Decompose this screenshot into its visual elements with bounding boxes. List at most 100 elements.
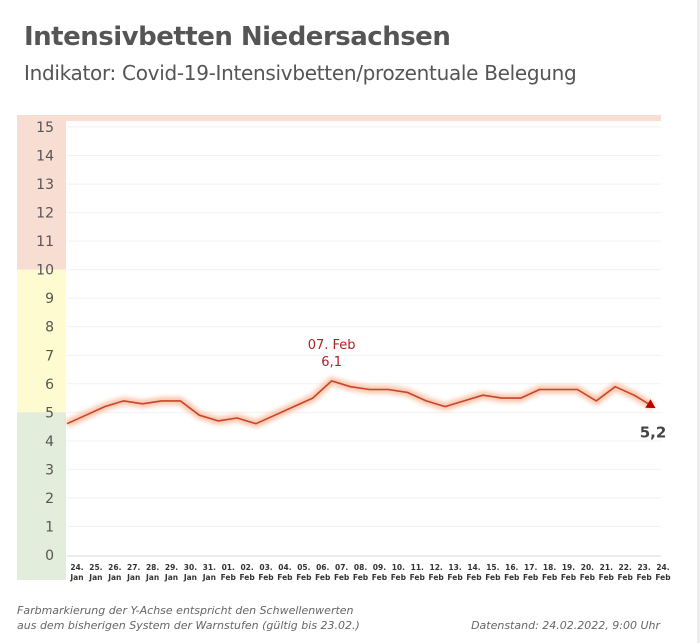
x-tick-label-month: Feb xyxy=(353,573,369,582)
data-point xyxy=(66,422,69,425)
data-point xyxy=(349,385,352,388)
x-tick-label-month: Feb xyxy=(258,573,274,582)
data-point xyxy=(330,379,333,382)
data-point xyxy=(255,422,258,425)
x-tick-label-day: 22. xyxy=(619,563,632,572)
data-point xyxy=(368,388,371,391)
x-tick-label-day: 11. xyxy=(411,563,424,572)
x-tick-label-day: 01. xyxy=(222,563,235,572)
x-tick-label-day: 10. xyxy=(392,563,405,572)
data-point xyxy=(462,399,465,402)
data-point xyxy=(179,399,182,402)
x-tick-label-day: 16. xyxy=(505,563,518,572)
x-tick-label-day: 20. xyxy=(581,563,594,572)
x-tick-label-day: 14. xyxy=(467,563,480,572)
data-point xyxy=(217,419,220,422)
x-tick-label-day: 25. xyxy=(89,563,102,572)
footnote-line-2: aus dem bisherigen System der Warnstufen… xyxy=(17,619,360,632)
y-tick-label: 13 xyxy=(36,177,54,193)
footnote: Farbmarkierung der Y-Achse entspricht de… xyxy=(17,603,360,633)
chart-subtitle: Indikator: Covid-19-Intensivbetten/proze… xyxy=(24,61,577,85)
x-tick-label-day: 13. xyxy=(448,563,461,572)
y-tick-label: 6 xyxy=(45,377,54,393)
x-tick-label-month: Feb xyxy=(410,573,426,582)
x-tick-label-month: Feb xyxy=(504,573,520,582)
gridlines xyxy=(67,126,661,527)
x-tick-label-month: Feb xyxy=(599,573,615,582)
x-tick-label-month: Jan xyxy=(164,573,178,582)
y-tick-label: 10 xyxy=(36,263,54,279)
y-tick-label: 12 xyxy=(36,206,54,222)
x-tick-label-month: Feb xyxy=(315,573,331,582)
x-tick-label-day: 07. xyxy=(335,563,348,572)
data-point xyxy=(595,399,598,402)
x-tick-label-month: Jan xyxy=(145,573,159,582)
x-tick-label-month: Feb xyxy=(636,573,652,582)
data-point xyxy=(576,388,579,391)
y-tick-label: 9 xyxy=(45,291,54,307)
x-tick-label-day: 24. xyxy=(70,563,83,572)
data-timestamp: Datenstand: 24.02.2022, 9:00 Uhr xyxy=(471,619,660,632)
x-tick-label-month: Feb xyxy=(277,573,293,582)
end-value-label: 5,2 xyxy=(640,424,667,442)
x-axis-ticks: 24.Jan25.Jan26.Jan27.Jan28.Jan29.Jan30.J… xyxy=(69,563,671,582)
data-point xyxy=(198,414,201,417)
threshold-band-top-strip xyxy=(17,115,661,121)
x-tick-label-day: 26. xyxy=(108,563,121,572)
x-tick-label-day: 02. xyxy=(240,563,253,572)
x-tick-label-month: Feb xyxy=(372,573,388,582)
data-point xyxy=(103,405,106,408)
footnote-line-1: Farbmarkierung der Y-Achse entspricht de… xyxy=(17,604,354,617)
data-point xyxy=(292,405,295,408)
data-point xyxy=(84,414,87,417)
data-point xyxy=(122,399,125,402)
x-tick-label-day: 27. xyxy=(127,563,140,572)
x-tick-label-day: 03. xyxy=(259,563,272,572)
peak-annotation-date: 07. Feb xyxy=(308,338,356,353)
data-point xyxy=(311,397,314,400)
series-line xyxy=(66,380,654,425)
x-tick-label-month: Jan xyxy=(183,573,197,582)
x-tick-label-day: 08. xyxy=(354,563,367,572)
y-tick-label: 4 xyxy=(45,434,54,450)
data-point xyxy=(141,402,144,405)
x-tick-label-month: Feb xyxy=(296,573,312,582)
end-arrow-marker xyxy=(645,399,656,409)
data-point xyxy=(614,385,617,388)
y-tick-label: 14 xyxy=(36,149,54,165)
x-tick-label-month: Feb xyxy=(580,573,596,582)
y-tick-label: 1 xyxy=(45,519,54,535)
x-tick-label-month: Jan xyxy=(202,573,216,582)
chart-title: Intensivbetten Niedersachsen xyxy=(24,22,451,52)
x-tick-label-day: 05. xyxy=(297,563,310,572)
data-point xyxy=(406,391,409,394)
peak-annotation-value: 6,1 xyxy=(321,355,342,370)
x-tick-label-month: Feb xyxy=(655,573,671,582)
data-point xyxy=(557,388,560,391)
x-tick-label-month: Feb xyxy=(466,573,482,582)
x-tick-label-month: Jan xyxy=(107,573,121,582)
y-tick-label: 2 xyxy=(45,491,54,507)
x-tick-label-month: Feb xyxy=(542,573,558,582)
threshold-band-low xyxy=(17,412,66,580)
x-tick-label-month: Feb xyxy=(221,573,237,582)
x-tick-label-day: 06. xyxy=(316,563,329,572)
y-tick-label: 5 xyxy=(45,405,54,421)
y-tick-label: 15 xyxy=(36,120,54,136)
x-tick-label-day: 04. xyxy=(278,563,291,572)
threshold-band-mid xyxy=(17,269,66,413)
x-tick-label-day: 15. xyxy=(486,563,499,572)
x-tick-label-month: Feb xyxy=(334,573,350,582)
data-point xyxy=(425,399,428,402)
data-point xyxy=(273,414,276,417)
threshold-band-high xyxy=(17,115,66,270)
x-tick-label-month: Feb xyxy=(447,573,463,582)
y-tick-label: 11 xyxy=(36,234,54,250)
x-tick-label-month: Feb xyxy=(391,573,407,582)
x-tick-label-day: 30. xyxy=(184,563,197,572)
x-tick-label-day: 24. xyxy=(656,563,669,572)
x-tick-label-month: Feb xyxy=(485,573,501,582)
x-tick-label-day: 18. xyxy=(543,563,556,572)
